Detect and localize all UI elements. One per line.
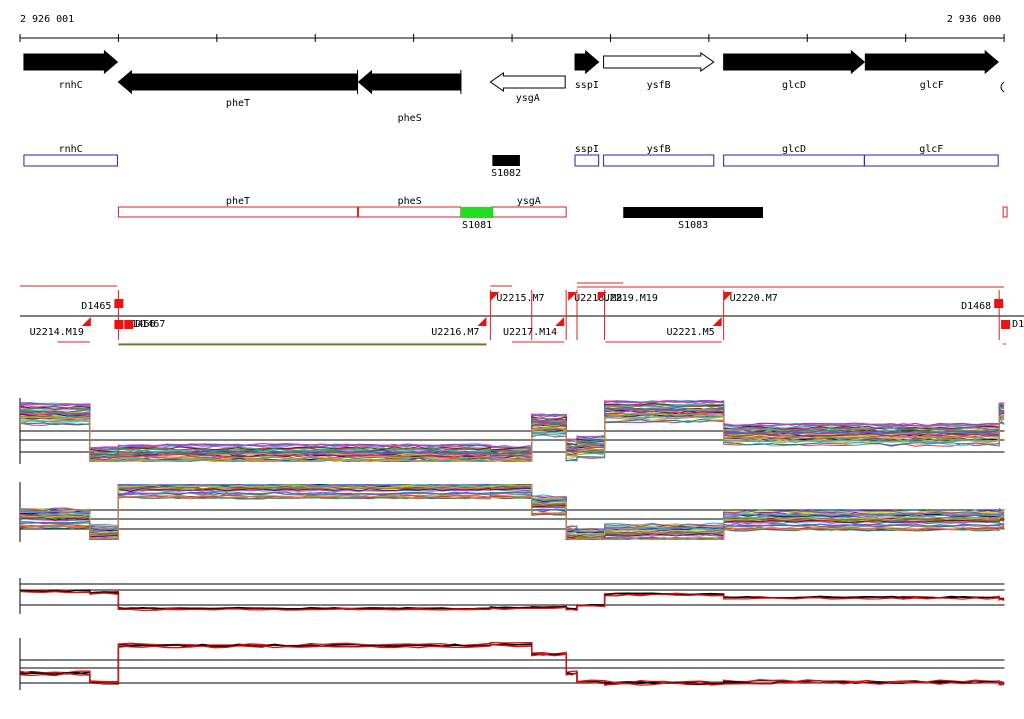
segment-marker-D1468 [994,299,1004,308]
gene-arrow-glcF [864,49,999,75]
expression-trace [19,641,1005,684]
segment-label-D1467: D1467 [135,319,165,330]
cds-box [574,154,600,167]
expression-panel-a [19,398,1005,464]
gene-label-sspI: sspI [575,80,599,91]
expression-trace [19,643,1005,686]
segment-label-U2221.M5: U2221.M5 [666,327,714,338]
expression-trace [19,485,1005,538]
feature-label-S1081: S1081 [462,220,492,231]
expression-panel-d [19,638,1005,690]
segment-label-U2219.M19: U2219.M19 [604,293,658,304]
gene-arrow-pheS [357,69,462,95]
segment-label-D1466: D1466 [125,319,155,330]
expression-trace [20,589,1005,611]
expression-trace [19,412,1005,462]
expression-trace [19,487,1005,539]
cds-label-glcF: glcF [919,144,943,155]
gene-label-pheS: pheS [398,113,422,124]
gene-label-glcF: glcF [920,80,944,91]
expression-trace [19,408,1005,458]
feature-label-S1083: S1083 [678,220,708,231]
expression-trace [19,484,1005,537]
cds-label-sspI: sspI [575,144,599,155]
feature-label-S1082: S1082 [491,168,521,179]
cds-label-ysgA: ysgA [517,196,541,207]
expression-trace [19,410,1005,461]
segment-marker-U2214.M19 [81,317,91,326]
expression-trace [19,411,1005,461]
gene-arrow-pheT [117,69,359,95]
segment-label-U2216.M7: U2216.M7 [431,327,479,338]
segment-marker-D1465 [114,299,124,308]
gene-track: rnhC pheT pheS ysgA sspI ysfB glcD glcF [23,49,1005,124]
gene-arrow-glcD [723,49,866,75]
segment-label-U2217.M14: U2217.M14 [503,327,557,338]
cds-box [603,154,715,167]
segment-marker-U2219.M19 [597,292,607,301]
cds-label-pheT: pheT [226,196,250,207]
ruler-start-label: 2 926 001 [20,14,74,25]
gene-arrow-sspI [574,49,600,75]
gene-label-ysfB: ysfB [647,80,671,91]
segment-label-U2220.M7: U2220.M7 [730,293,778,304]
gene-label-ysgA: ysgA [516,93,540,104]
cds-label-rnhC: rnhC [59,144,83,155]
cds-box [23,154,118,167]
segment-label-D14: D14 [1012,319,1024,330]
ruler-ticks [19,34,1005,42]
segment-label-U2215.M7: U2215.M7 [496,293,544,304]
expression-trace [19,403,1005,454]
cds-label-glcD: glcD [782,144,806,155]
expression-trace [19,414,1005,463]
cds-box [1002,206,1008,218]
cds-track-top: rnhC sspI ysfB glcD glcF [23,144,999,167]
segment-marker-U2216.M7 [477,317,487,326]
cds-box [117,206,359,218]
feature-S1083 [623,207,763,218]
expression-panel-c [19,578,1005,614]
expression-trace [19,590,1005,612]
segment-marker-U2215.M7 [490,292,500,301]
segment-marker-U2218.M8 [568,292,578,301]
segment-label-D1468: D1468 [961,301,991,312]
gene-label-glcD: glcD [782,80,806,91]
feature-S1082 [492,155,520,166]
segment-label-D1465: D1465 [81,301,111,312]
feature-track: S1082 S1081 S1083 [460,155,763,231]
expression-trace [19,407,1005,457]
gene-label-pheT: pheT [226,98,250,109]
expression-trace [19,484,1005,533]
expression-trace [19,494,1005,540]
expression-trace [19,400,1005,450]
cds-box [863,154,999,167]
ruler-end-label: 2 936 000 [947,14,1001,25]
gene-arrow-ysgA [489,72,566,92]
segment-marker-U2221.M5 [712,317,722,326]
segment-label-U2214.M19: U2214.M19 [30,327,84,338]
segment-marker-D1467 [124,320,134,329]
segment-marker-D14 [1001,320,1011,329]
cds-label-ysfB: ysfB [647,144,671,155]
gene-label-rnhC: rnhC [59,80,83,91]
expression-trace [19,491,1005,540]
feature-S1081 [460,207,494,218]
gene-arrow-edge [1000,81,1005,93]
cds-label-pheS: pheS [398,196,422,207]
segment-marker-D1466 [114,320,124,329]
gene-arrow-rnhC [23,49,119,75]
segment-marker-U2220.M7 [723,292,733,301]
expression-trace [19,403,1005,454]
segment-marker-U2217.M14 [555,317,565,326]
expression-panel-b [19,482,1005,542]
gene-arrow-ysfB [603,52,715,72]
